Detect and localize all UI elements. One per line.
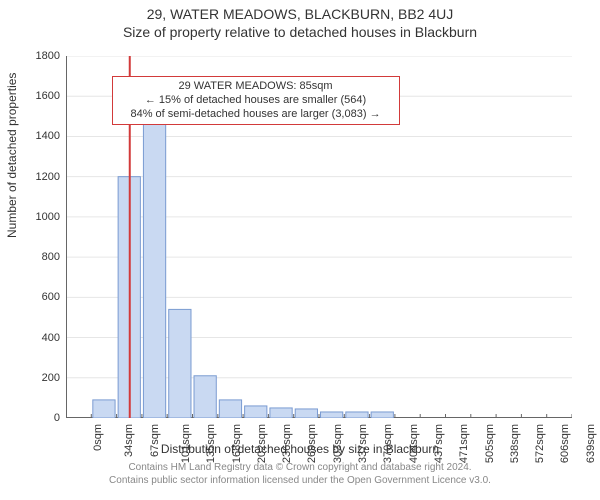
annotation-line3: 84% of semi-detached houses are larger (… (119, 108, 393, 122)
y-tick-label: 1400 (26, 130, 60, 142)
y-axis-label: Number of detached properties (5, 73, 19, 238)
y-tick-label: 400 (26, 332, 60, 344)
histogram-bar (169, 309, 191, 418)
x-tick-label: 101sqm (180, 424, 192, 463)
annotation-line1: 29 WATER MEADOWS: 85sqm (119, 80, 393, 94)
page-title-line2: Size of property relative to detached ho… (0, 22, 600, 40)
x-tick-label: 404sqm (408, 424, 420, 463)
x-tick-label: 471sqm (458, 424, 470, 463)
x-tick-label: 303sqm (332, 424, 344, 463)
y-tick-label: 1000 (26, 211, 60, 223)
histogram-bar (321, 412, 343, 418)
x-tick-label: 538sqm (509, 424, 521, 463)
x-tick-label: 505sqm (484, 424, 496, 463)
histogram-bar (245, 406, 267, 418)
x-tick-label: 202sqm (256, 424, 268, 463)
x-tick-label: 269sqm (307, 424, 319, 463)
y-tick-label: 0 (26, 412, 60, 424)
histogram-bar (371, 412, 393, 418)
histogram-bar (219, 400, 241, 418)
x-tick-label: 0sqm (92, 424, 104, 451)
annotation-box: 29 WATER MEADOWS: 85sqm ← 15% of detache… (112, 76, 400, 125)
x-tick-label: 639sqm (585, 424, 597, 463)
x-tick-label: 606sqm (560, 424, 572, 463)
footer-attribution: Contains HM Land Registry data © Crown c… (0, 462, 600, 487)
histogram-bar (143, 122, 165, 418)
x-tick-label: 572sqm (534, 424, 546, 463)
y-tick-label: 200 (26, 372, 60, 384)
x-tick-label: 370sqm (382, 424, 394, 463)
histogram-bar (295, 409, 317, 418)
y-tick-label: 800 (26, 251, 60, 263)
y-tick-label: 600 (26, 291, 60, 303)
y-tick-label: 1800 (26, 50, 60, 62)
y-tick-label: 1600 (26, 90, 60, 102)
x-tick-label: 236sqm (281, 424, 293, 463)
x-tick-label: 337sqm (357, 424, 369, 463)
histogram-bar (270, 408, 292, 418)
footer-line1: Contains HM Land Registry data © Crown c… (0, 462, 600, 475)
annotation-line2: ← 15% of detached houses are smaller (56… (119, 94, 393, 108)
x-tick-label: 135sqm (205, 424, 217, 463)
x-tick-label: 34sqm (123, 424, 135, 457)
histogram-bar (346, 412, 368, 418)
x-tick-label: 67sqm (149, 424, 161, 457)
footer-line2: Contains public sector information licen… (0, 475, 600, 488)
page-title-line1: 29, WATER MEADOWS, BLACKBURN, BB2 4UJ (0, 0, 600, 22)
histogram-bar (194, 376, 216, 418)
x-tick-label: 437sqm (433, 424, 445, 463)
y-tick-label: 1200 (26, 171, 60, 183)
histogram-bar (93, 400, 115, 418)
x-tick-label: 168sqm (231, 424, 243, 463)
